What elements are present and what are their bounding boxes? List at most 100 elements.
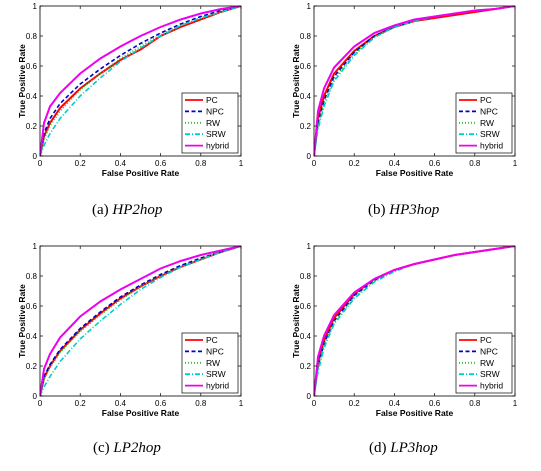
x-tick-label: 0.6 xyxy=(155,399,167,408)
roc-chart-lp3hop: 00 0.2 0.2 0.4 0.4 0.6 0.6 0.8 0.8 1 1 False Positi… xyxy=(291,242,518,418)
axes-box xyxy=(39,245,242,397)
y-tick-label: 0.8 xyxy=(26,272,38,281)
y-tick-label: 0 xyxy=(307,392,312,401)
x-tick-label: 1 xyxy=(239,399,244,408)
x-tick-label: 1 xyxy=(513,159,518,168)
series-line-hybrid xyxy=(314,6,515,156)
roc-chart-hp2hop: 00 0.2 0.2 0.4 0.4 0.6 0.6 0.8 0.8 1 1 False Positi… xyxy=(17,2,244,178)
y-tick-label: 0.2 xyxy=(300,362,312,371)
axes-box xyxy=(313,5,516,157)
roc-chart-hp3hop: 00 0.2 0.2 0.4 0.4 0.6 0.6 0.8 0.8 1 1 False Positi… xyxy=(291,2,518,178)
y-tick-label: 0 xyxy=(33,152,38,161)
y-tick-label: 0.2 xyxy=(26,122,38,131)
legend-label-pc: PC xyxy=(206,335,218,345)
x-tick-label: 0.2 xyxy=(75,399,87,408)
y-tick-label: 0 xyxy=(33,392,38,401)
series-line-hybrid xyxy=(40,246,241,396)
series-line-pc xyxy=(40,6,241,156)
y-tick-label: 0.4 xyxy=(300,332,312,341)
x-tick-label: 0.4 xyxy=(115,399,127,408)
y-tick-label: 1 xyxy=(307,242,312,251)
legend-label-srw: SRW xyxy=(206,369,226,379)
legend-label-srw: SRW xyxy=(480,129,500,139)
y-axis-label: True Positive Rate xyxy=(291,284,301,358)
caption-c-name: LP2hop xyxy=(113,440,161,456)
y-tick-label: 0.2 xyxy=(26,362,38,371)
x-tick-label: 0.6 xyxy=(429,159,441,168)
y-tick-label: 0.6 xyxy=(300,62,312,71)
series-line-pc xyxy=(40,246,241,396)
y-tick-label: 1 xyxy=(33,242,38,251)
y-tick-label: 0.6 xyxy=(300,302,312,311)
caption-b-label: (b) xyxy=(368,202,386,218)
y-axis-label: True Positive Rate xyxy=(17,44,27,118)
x-tick-label: 0.2 xyxy=(349,399,361,408)
legend-label-npc: NPC xyxy=(206,346,224,356)
x-tick-label: 0.2 xyxy=(349,159,361,168)
series-line-srw xyxy=(40,246,241,396)
x-tick-label: 1 xyxy=(239,159,244,168)
x-axis-label: False Positive Rate xyxy=(376,168,454,178)
roc-chart-lp2hop: 00 0.2 0.2 0.4 0.4 0.6 0.6 0.8 0.8 1 1 False Positi… xyxy=(17,242,244,418)
x-tick-label: 0 xyxy=(312,159,317,168)
legend-label-rw: RW xyxy=(480,358,494,368)
x-axis-label: False Positive Rate xyxy=(102,408,180,418)
y-axis-label: True Positive Rate xyxy=(291,44,301,118)
caption-d-name: LP3hop xyxy=(390,440,438,456)
x-tick-label: 0.8 xyxy=(195,399,207,408)
series-line-npc xyxy=(40,246,241,396)
caption-d: (d) LP3hop xyxy=(369,440,438,457)
y-tick-label: 0.4 xyxy=(26,92,38,101)
legend-label-npc: NPC xyxy=(206,106,224,116)
x-tick-label: 0.4 xyxy=(389,159,401,168)
legend-label-hybrid: hybrid xyxy=(206,381,229,391)
caption-a-name: HP2hop xyxy=(112,202,163,218)
legend-label-pc: PC xyxy=(480,335,492,345)
y-tick-label: 1 xyxy=(307,2,312,11)
legend-label-hybrid: hybrid xyxy=(206,141,229,151)
y-tick-label: 0.8 xyxy=(300,272,312,281)
series-line-srw xyxy=(40,6,241,156)
y-tick-label: 0.2 xyxy=(300,122,312,131)
x-tick-label: 0 xyxy=(312,399,317,408)
legend-label-hybrid: hybrid xyxy=(480,141,503,151)
x-tick-label: 0.6 xyxy=(429,399,441,408)
x-tick-label: 0.4 xyxy=(115,159,127,168)
x-tick-label: 0.8 xyxy=(469,399,481,408)
y-tick-label: 0.4 xyxy=(26,332,38,341)
x-tick-label: 0.4 xyxy=(389,399,401,408)
x-tick-label: 0 xyxy=(38,159,43,168)
y-tick-label: 0.8 xyxy=(300,32,312,41)
series-line-rw xyxy=(40,246,241,396)
x-tick-label: 0 xyxy=(38,399,43,408)
y-tick-label: 0.6 xyxy=(26,302,38,311)
series-line-rw xyxy=(40,6,241,156)
legend-label-pc: PC xyxy=(480,95,492,105)
caption-a: (a) HP2hop xyxy=(92,202,162,219)
legend-label-npc: NPC xyxy=(480,106,498,116)
y-tick-label: 1 xyxy=(33,2,38,11)
legend-label-rw: RW xyxy=(206,118,220,128)
y-tick-label: 0.6 xyxy=(26,62,38,71)
legend-label-srw: SRW xyxy=(480,369,500,379)
y-tick-label: 0 xyxy=(307,152,312,161)
x-axis-label: False Positive Rate xyxy=(102,168,180,178)
x-tick-label: 0.8 xyxy=(469,159,481,168)
axes-box xyxy=(39,5,242,157)
caption-b-name: HP3hop xyxy=(389,202,440,218)
legend-label-rw: RW xyxy=(480,118,494,128)
legend-label-pc: PC xyxy=(206,95,218,105)
y-tick-label: 0.4 xyxy=(300,92,312,101)
legend-label-npc: NPC xyxy=(480,346,498,356)
legend-label-srw: SRW xyxy=(206,129,226,139)
caption-c: (c) LP2hop xyxy=(93,440,161,457)
x-tick-label: 0.8 xyxy=(195,159,207,168)
caption-c-label: (c) xyxy=(93,440,110,456)
series-line-npc xyxy=(40,6,241,156)
x-tick-label: 0.2 xyxy=(75,159,87,168)
caption-d-label: (d) xyxy=(369,440,387,456)
